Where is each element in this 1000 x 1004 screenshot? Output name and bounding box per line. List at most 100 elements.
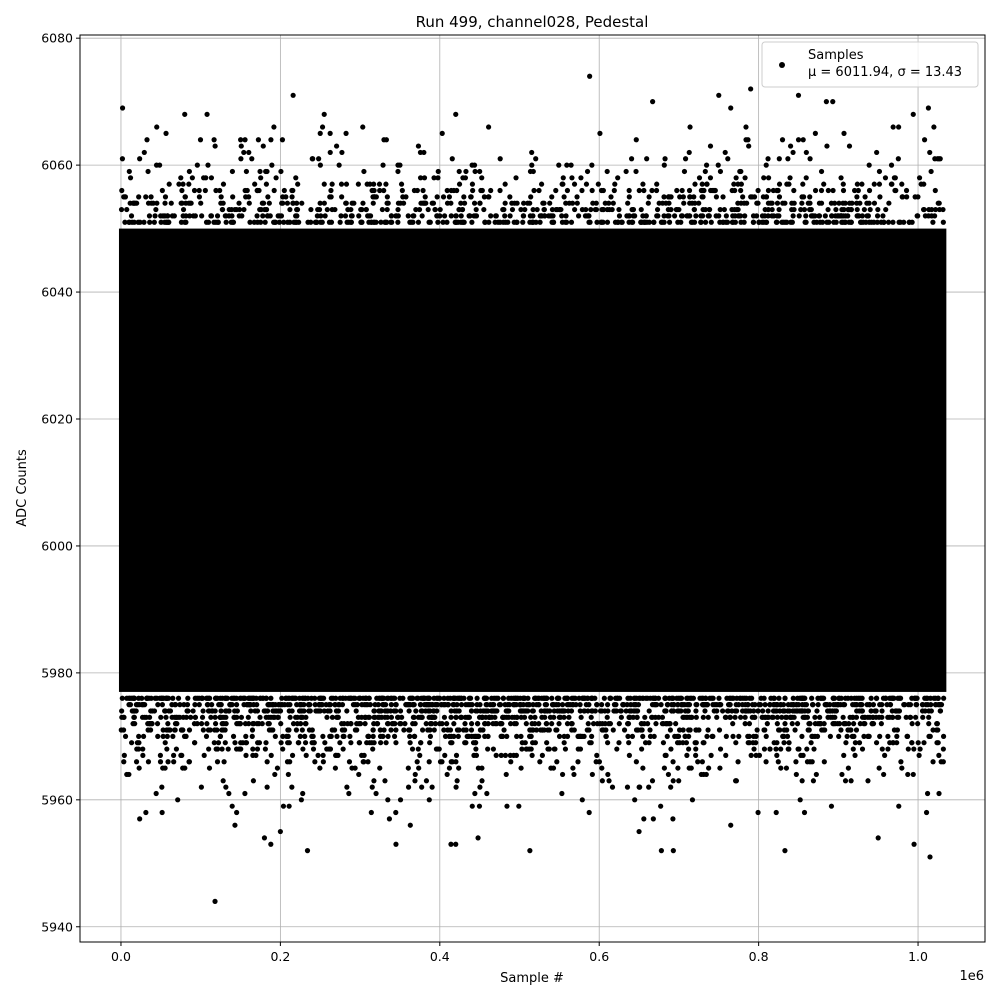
sample-point xyxy=(496,702,503,708)
sample-point xyxy=(630,206,636,213)
sample-point xyxy=(628,702,634,708)
sample-point xyxy=(698,213,704,219)
sample-point xyxy=(829,708,836,714)
sample-point xyxy=(471,200,478,206)
sample-point xyxy=(855,187,861,194)
sample-point xyxy=(342,213,349,219)
sample-point xyxy=(549,213,555,219)
sample-point xyxy=(838,213,844,219)
sample-point xyxy=(289,708,295,714)
sample-point xyxy=(485,721,491,727)
sample-point xyxy=(177,702,183,708)
sample-point xyxy=(815,702,821,708)
sample-point xyxy=(429,714,435,720)
sample-point xyxy=(377,727,383,733)
sample-point xyxy=(881,219,887,225)
sample-point xyxy=(688,765,694,771)
sample-point xyxy=(486,124,492,130)
outlier-point xyxy=(453,111,459,117)
sample-point xyxy=(862,194,868,200)
sample-point xyxy=(268,695,274,701)
sample-point xyxy=(805,708,812,714)
sample-point xyxy=(165,759,171,765)
sample-point xyxy=(311,740,317,746)
sample-point xyxy=(146,213,153,219)
sample-point xyxy=(695,759,701,765)
sample-point xyxy=(910,771,916,778)
sample-point xyxy=(723,752,729,758)
sample-point xyxy=(899,181,905,187)
sample-point xyxy=(376,708,383,714)
sample-point xyxy=(895,156,901,162)
sample-point xyxy=(128,740,135,746)
sample-point xyxy=(758,695,764,701)
sample-point xyxy=(577,746,584,752)
sample-point xyxy=(841,130,847,136)
sample-point xyxy=(906,219,912,225)
sample-point xyxy=(745,137,751,143)
sample-point xyxy=(928,708,934,714)
sample-point xyxy=(350,695,357,701)
sample-point xyxy=(384,708,390,714)
sample-point xyxy=(812,130,818,136)
sample-point xyxy=(824,708,831,714)
sample-point xyxy=(557,714,564,720)
sample-point xyxy=(549,194,555,200)
sample-point xyxy=(714,714,720,720)
sample-point xyxy=(388,727,394,733)
sample-point xyxy=(234,809,240,816)
sample-point xyxy=(146,714,153,720)
sample-point xyxy=(395,213,401,219)
sample-point xyxy=(578,714,584,720)
sample-point xyxy=(663,752,669,758)
sample-point xyxy=(616,695,623,701)
sample-point xyxy=(810,778,817,784)
sample-point xyxy=(127,200,133,206)
sample-point xyxy=(446,733,452,739)
sample-point xyxy=(435,219,441,225)
sample-point xyxy=(525,708,531,714)
sample-point xyxy=(243,752,249,758)
sample-point xyxy=(689,797,696,803)
sample-point xyxy=(194,721,200,727)
sample-point xyxy=(295,181,301,187)
sample-point xyxy=(692,181,698,187)
sample-point xyxy=(327,702,333,708)
sample-point xyxy=(778,765,784,771)
sample-point xyxy=(405,213,411,219)
sample-point xyxy=(656,200,662,206)
sample-point xyxy=(458,714,464,720)
sample-point xyxy=(687,124,693,130)
sample-point xyxy=(332,765,338,771)
sample-point xyxy=(624,784,631,790)
sample-point xyxy=(807,200,813,206)
outlier-point xyxy=(910,111,916,117)
sample-point xyxy=(454,702,460,708)
sample-point xyxy=(836,200,842,206)
sample-point xyxy=(693,746,699,752)
data-points xyxy=(118,73,947,904)
sample-point xyxy=(759,219,765,225)
sample-point xyxy=(250,778,257,784)
sample-point xyxy=(526,746,532,752)
sample-point xyxy=(765,708,771,714)
sample-point xyxy=(257,168,263,175)
sample-point xyxy=(492,721,498,727)
sample-point xyxy=(317,200,323,206)
sample-point xyxy=(414,759,420,765)
sample-point xyxy=(752,714,758,720)
sample-point xyxy=(673,721,679,727)
sample-point xyxy=(278,740,284,746)
sample-point xyxy=(397,708,404,714)
sample-point xyxy=(675,219,681,225)
sample-point xyxy=(891,695,897,701)
sample-point xyxy=(214,213,221,219)
sample-point xyxy=(776,695,782,701)
sample-point xyxy=(169,714,175,720)
sample-point xyxy=(853,702,859,708)
sample-point xyxy=(271,187,277,194)
sample-point xyxy=(381,187,387,194)
sample-point xyxy=(628,708,635,714)
sample-point xyxy=(212,708,218,714)
sample-point xyxy=(838,175,844,181)
